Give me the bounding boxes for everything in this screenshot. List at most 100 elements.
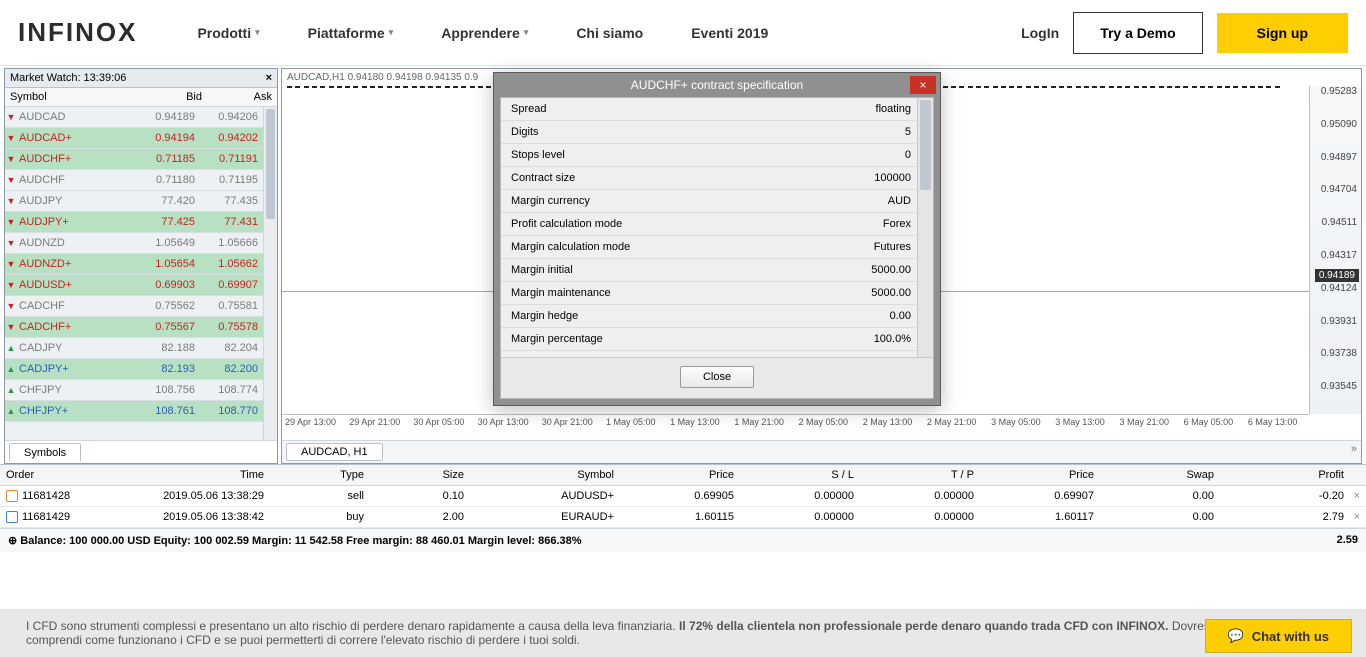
market-watch-row[interactable]: ▼AUDCAD0.941890.94206 — [5, 107, 277, 128]
col-type[interactable]: Type — [270, 465, 370, 485]
spec-list: SpreadfloatingDigits5Stops level0Contrac… — [501, 98, 933, 358]
market-watch-close-icon[interactable]: × — [266, 72, 272, 84]
order-profit: 2.79 — [1220, 507, 1366, 527]
order-id: 11681429 — [22, 511, 70, 523]
sign-up-button[interactable]: Sign up — [1217, 13, 1348, 53]
chart-tab[interactable]: AUDCAD, H1 — [286, 443, 383, 461]
market-watch-scrollbar[interactable] — [263, 107, 277, 440]
arrow-down-icon: ▼ — [5, 175, 17, 185]
symbol-label: CHFJPY — [17, 384, 137, 396]
arrow-down-icon: ▼ — [5, 154, 17, 164]
symbol-label: AUDCAD — [17, 111, 137, 123]
order-price2: 0.69907 — [980, 486, 1100, 506]
spec-row: Profit calculation modeForex — [501, 213, 933, 236]
col-bid[interactable]: Bid — [137, 88, 207, 106]
col-ask[interactable]: Ask — [207, 88, 277, 106]
x-tick: 2 May 21:00 — [924, 415, 988, 440]
col-price2[interactable]: Price — [980, 465, 1100, 485]
nav-item-2[interactable]: Apprendere▾ — [441, 25, 528, 41]
market-watch-row[interactable]: ▼AUDUSD+0.699030.69907 — [5, 275, 277, 296]
col-time[interactable]: Time — [120, 465, 270, 485]
market-watch-row[interactable]: ▼CADCHF0.755620.75581 — [5, 296, 277, 317]
spec-value: 5000.00 — [871, 287, 911, 299]
order-type: sell — [270, 486, 370, 506]
x-tick: 6 May 13:00 — [1245, 415, 1309, 440]
ask-value: 77.431 — [200, 216, 263, 228]
market-watch-row[interactable]: ▼AUDCHF+0.711850.71191 — [5, 149, 277, 170]
bid-value: 0.71180 — [137, 174, 200, 186]
col-sl[interactable]: S / L — [740, 465, 860, 485]
order-type: buy — [270, 507, 370, 527]
modal-close-button[interactable]: Close — [680, 366, 754, 388]
market-watch-row[interactable]: ▼AUDJPY77.42077.435 — [5, 191, 277, 212]
modal-close-icon[interactable]: × — [910, 76, 936, 94]
spec-scrollbar[interactable] — [917, 98, 933, 357]
market-watch-row[interactable]: ▼CADCHF+0.755670.75578 — [5, 317, 277, 338]
balance-profit: 2.59 — [1337, 534, 1358, 547]
col-order[interactable]: Order — [0, 465, 120, 485]
bid-value: 1.05649 — [137, 237, 200, 249]
modal-titlebar[interactable]: AUDCHF+ contract specification × — [494, 73, 940, 97]
spec-value: Forex — [883, 218, 911, 230]
nav-item-1[interactable]: Piattaforme▾ — [308, 25, 394, 41]
col-tp[interactable]: T / P — [860, 465, 980, 485]
arrow-down-icon: ▼ — [5, 301, 17, 311]
bid-value: 0.94194 — [137, 132, 200, 144]
spec-key: Margin initial — [511, 264, 573, 276]
market-watch-row[interactable]: ▼AUDCAD+0.941940.94202 — [5, 128, 277, 149]
ask-value: 1.05662 — [200, 258, 263, 270]
spec-value: 100000 — [874, 172, 911, 184]
login-link[interactable]: LogIn — [1021, 25, 1059, 41]
market-watch-row[interactable]: ▲CADJPY+82.19382.200 — [5, 359, 277, 380]
arrow-down-icon: ▼ — [5, 259, 17, 269]
market-watch-row[interactable]: ▲CHFJPY108.756108.774 — [5, 380, 277, 401]
symbol-label: AUDJPY+ — [17, 216, 137, 228]
order-row[interactable]: 116814292019.05.06 13:38:42buy2.00EURAUD… — [0, 507, 1366, 528]
col-swap[interactable]: Swap — [1100, 465, 1220, 485]
market-watch-row[interactable]: ▼AUDNZD1.056491.05666 — [5, 233, 277, 254]
x-tick: 1 May 13:00 — [667, 415, 731, 440]
x-tick: 3 May 13:00 — [1052, 415, 1116, 440]
y-tick: 0.94317 — [1321, 250, 1357, 261]
arrow-down-icon: ▼ — [5, 238, 17, 248]
nav-item-3[interactable]: Chi siamo — [576, 25, 643, 41]
symbol-label: CHFJPY+ — [17, 405, 137, 417]
spec-value: 0 — [905, 149, 911, 161]
arrow-down-icon: ▼ — [5, 322, 17, 332]
order-row[interactable]: 116814282019.05.06 13:38:29sell0.10AUDUS… — [0, 486, 1366, 507]
market-watch-body: ▼AUDCAD0.941890.94206▼AUDCAD+0.941940.94… — [5, 107, 277, 440]
contract-spec-modal: AUDCHF+ contract specification × Spreadf… — [493, 72, 941, 406]
nav-item-4[interactable]: Eventi 2019 — [691, 25, 768, 41]
chat-icon: 💬 — [1228, 628, 1244, 644]
spec-key: Margin currency — [511, 195, 590, 207]
col-symbol[interactable]: Symbol — [5, 88, 137, 106]
col-profit[interactable]: Profit — [1220, 465, 1366, 485]
order-tp: 0.00000 — [860, 486, 980, 506]
market-watch-row[interactable]: ▲CADJPY82.18882.204 — [5, 338, 277, 359]
chart-expand-icon[interactable]: » — [1351, 443, 1357, 461]
symbol-label: AUDNZD — [17, 237, 137, 249]
y-tick: 0.93738 — [1321, 348, 1357, 359]
try-demo-button[interactable]: Try a Demo — [1073, 12, 1202, 54]
order-sl: 0.00000 — [740, 486, 860, 506]
spec-row: Contract size100000 — [501, 167, 933, 190]
col-size[interactable]: Size — [370, 465, 470, 485]
nav-item-0[interactable]: Prodotti▾ — [197, 25, 259, 41]
col-symbol[interactable]: Symbol — [470, 465, 620, 485]
col-price[interactable]: Price — [620, 465, 740, 485]
order-swap: 0.00 — [1100, 507, 1220, 527]
spec-key: Digits — [511, 126, 539, 138]
symbol-label: CADCHF+ — [17, 321, 137, 333]
market-watch-row[interactable]: ▼AUDNZD+1.056541.05662 — [5, 254, 277, 275]
order-size: 2.00 — [370, 507, 470, 527]
x-tick: 30 Apr 21:00 — [539, 415, 603, 440]
x-tick: 1 May 21:00 — [731, 415, 795, 440]
chevron-down-icon: ▾ — [389, 27, 394, 38]
chat-button[interactable]: 💬 Chat with us — [1205, 619, 1352, 653]
symbols-tab[interactable]: Symbols — [9, 443, 81, 461]
chart-tabs: AUDCAD, H1 » — [282, 440, 1361, 463]
bid-value: 0.69903 — [137, 279, 200, 291]
market-watch-row[interactable]: ▼AUDJPY+77.42577.431 — [5, 212, 277, 233]
market-watch-row[interactable]: ▼AUDCHF0.711800.71195 — [5, 170, 277, 191]
market-watch-row[interactable]: ▲CHFJPY+108.761108.770 — [5, 401, 277, 422]
